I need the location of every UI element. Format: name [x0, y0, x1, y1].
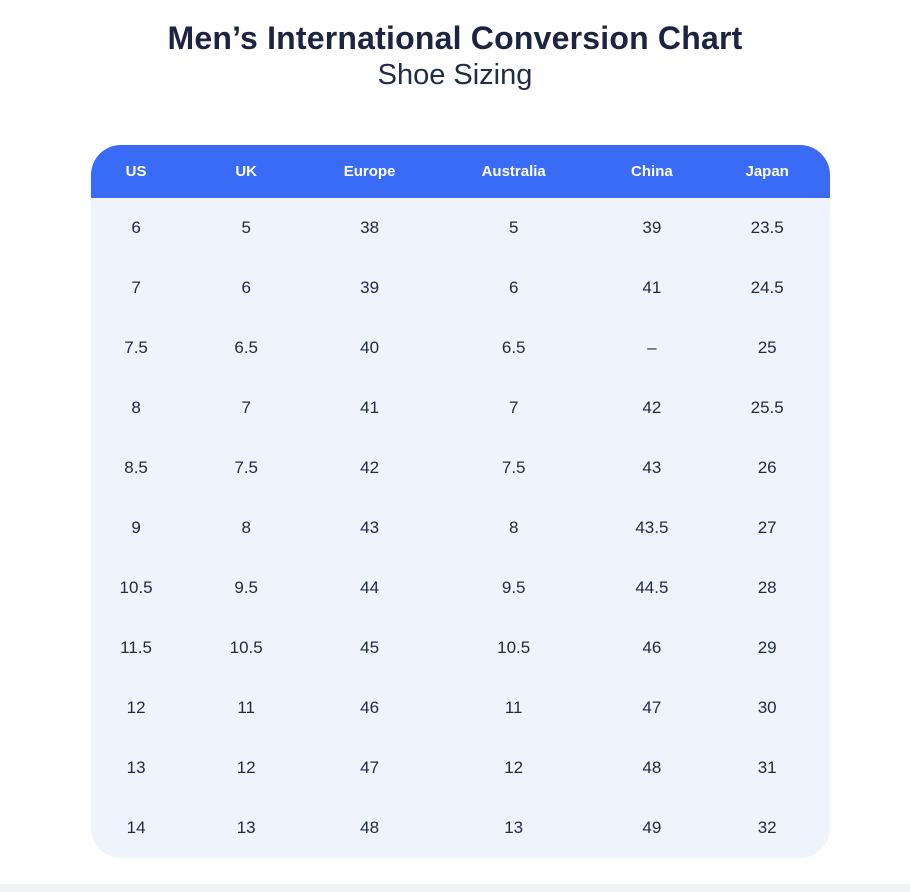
table-cell: 6 — [91, 198, 182, 258]
footer-strip — [0, 884, 910, 892]
table-row: 9 8 43 8 43.5 27 — [91, 498, 830, 558]
table-cell: 9.5 — [181, 558, 312, 618]
table-cell: 43.5 — [599, 498, 705, 558]
table-cell: 7 — [427, 378, 600, 438]
table-cell: 6.5 — [181, 318, 312, 378]
table-cell: 39 — [311, 258, 428, 318]
table-cell: 7.5 — [427, 438, 600, 498]
table-cell: 39 — [599, 198, 705, 258]
table-row: 10.5 9.5 44 9.5 44.5 28 — [91, 558, 830, 618]
table-row: 7.5 6.5 40 6.5–25 — [91, 318, 830, 378]
table-cell: 45 — [311, 618, 428, 678]
table-cell: 6 — [427, 258, 600, 318]
table-cell: 40 — [311, 318, 428, 378]
table-cell: 8 — [91, 378, 182, 438]
table-cell: 13 — [427, 798, 600, 858]
table-body: 6 5 38 5 39 23.5 7 6 39 6 41 24.5 7.5 6.5 40 6.5–25 8 7 41… — [91, 198, 830, 858]
page-header: Men’s International Conversion Chart Sho… — [0, 0, 910, 94]
table-cell: 7.5 — [91, 318, 182, 378]
table-cell: 11 — [427, 678, 600, 738]
table-cell: 47 — [599, 678, 705, 738]
table-cell: 46 — [311, 678, 428, 738]
table-cell: 10.5 — [181, 618, 312, 678]
conversion-table: US UK Europe Australia China Japan 6 5 38 5 39 23.… — [91, 145, 830, 858]
page-subtitle: Shoe Sizing — [377, 58, 533, 91]
table-cell: 42 — [599, 378, 705, 438]
table-cell: 38 — [311, 198, 428, 258]
table-cell: – — [599, 318, 705, 378]
table-cell: 26 — [704, 438, 830, 498]
table-row: 14 13 48 13 49 32 — [91, 798, 830, 858]
table-cell: 7 — [181, 378, 312, 438]
table-row: 11.5 10.5 45 10.5 46 29 — [91, 618, 830, 678]
table-cell: 5 — [181, 198, 312, 258]
table-cell: 14 — [91, 798, 182, 858]
table-cell: 7.5 — [181, 438, 312, 498]
table-cell: 10.5 — [427, 618, 600, 678]
table-cell: 8 — [181, 498, 312, 558]
table-cell: 11.5 — [91, 618, 182, 678]
column-header-us: US — [91, 145, 182, 198]
table-cell: 13 — [91, 738, 182, 798]
table-cell: 48 — [599, 738, 705, 798]
column-header-australia: Australia — [427, 145, 600, 198]
table-row: 7 6 39 6 41 24.5 — [91, 258, 830, 318]
table-cell: 29 — [704, 618, 830, 678]
table-cell: 11 — [181, 678, 312, 738]
column-header-japan: Japan — [704, 145, 830, 198]
table-cell: 28 — [704, 558, 830, 618]
conversion-table-container: US UK Europe Australia China Japan 6 5 38 5 39 23.… — [91, 145, 830, 858]
table-cell: 12 — [427, 738, 600, 798]
table-cell: 43 — [599, 438, 705, 498]
table-row: 12 11 46 11 47 30 — [91, 678, 830, 738]
table-header-row: US UK Europe Australia China Japan — [91, 145, 830, 198]
table-cell: 43 — [311, 498, 428, 558]
table-cell: 12 — [181, 738, 312, 798]
table-cell: 47 — [311, 738, 428, 798]
table-cell: 49 — [599, 798, 705, 858]
table-cell: 44.5 — [599, 558, 705, 618]
table-row: 13 12 47 12 48 31 — [91, 738, 830, 798]
table-cell: 6.5 — [427, 318, 600, 378]
table-cell: 8.5 — [91, 438, 182, 498]
table-cell: 12 — [91, 678, 182, 738]
table-cell: 46 — [599, 618, 705, 678]
table-cell: 32 — [704, 798, 830, 858]
table-cell: 6 — [181, 258, 312, 318]
table-cell: 42 — [311, 438, 428, 498]
table-header: US UK Europe Australia China Japan — [91, 145, 830, 198]
column-header-uk: UK — [181, 145, 312, 198]
table-cell: 7 — [91, 258, 182, 318]
table-row: 8 7 41 7 42 25.5 — [91, 378, 830, 438]
table-cell: 10.5 — [91, 558, 182, 618]
table-cell: 9.5 — [427, 558, 600, 618]
table-cell: 23.5 — [704, 198, 830, 258]
table-cell: 13 — [181, 798, 312, 858]
table-cell: 41 — [311, 378, 428, 438]
table-cell: 25.5 — [704, 378, 830, 438]
table-cell: 44 — [311, 558, 428, 618]
table-cell: 27 — [704, 498, 830, 558]
table-cell: 9 — [91, 498, 182, 558]
table-cell: 41 — [599, 258, 705, 318]
table-cell: 31 — [704, 738, 830, 798]
table-cell: 24.5 — [704, 258, 830, 318]
table-cell: 25 — [704, 318, 830, 378]
table-cell: 5 — [427, 198, 600, 258]
table-cell: 8 — [427, 498, 600, 558]
table-cell: 30 — [704, 678, 830, 738]
table-cell: 48 — [311, 798, 428, 858]
table-row: 8.5 7.5 42 7.5 43 26 — [91, 438, 830, 498]
table-row: 6 5 38 5 39 23.5 — [91, 198, 830, 258]
page-title: Men’s International Conversion Chart — [167, 20, 743, 56]
column-header-europe: Europe — [311, 145, 428, 198]
column-header-china: China — [599, 145, 705, 198]
